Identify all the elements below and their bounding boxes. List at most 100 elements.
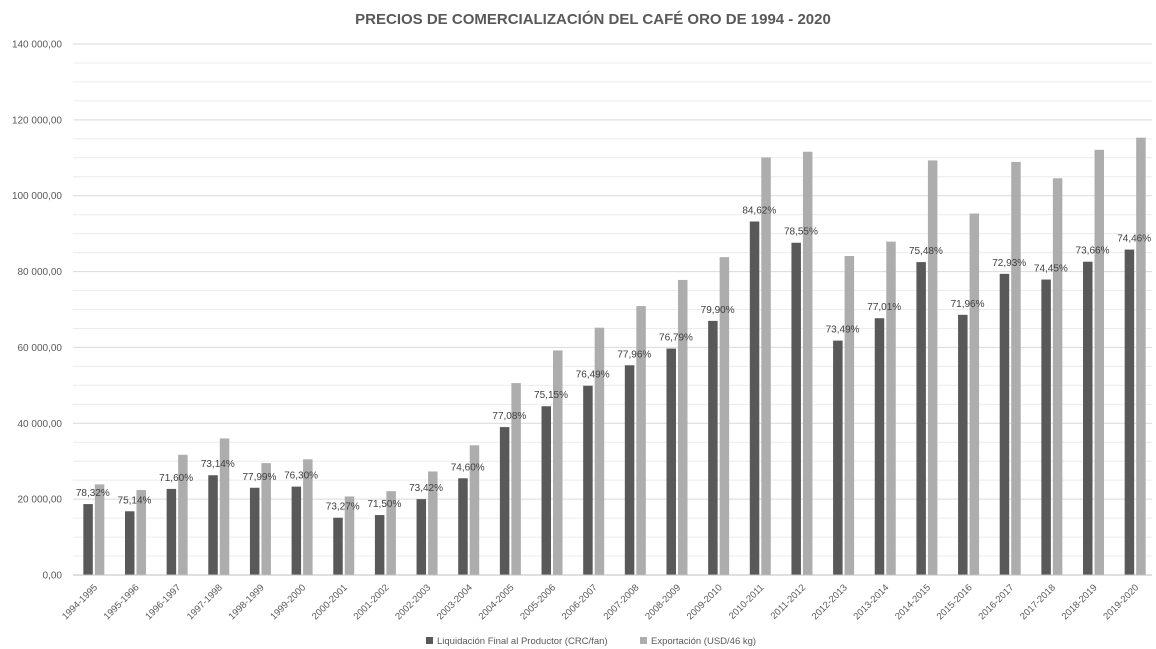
bar-liquidacion <box>124 511 135 575</box>
data-label: 79,90% <box>701 305 735 316</box>
bar-exportacion <box>1052 178 1063 575</box>
bar-exportacion <box>1136 137 1146 575</box>
bar-exportacion <box>594 327 605 575</box>
bar-exportacion <box>677 279 688 575</box>
legend-swatch-liquidacion <box>426 637 433 644</box>
bar-liquidacion <box>874 318 885 575</box>
bars <box>83 137 1146 576</box>
bar-exportacion <box>261 463 271 575</box>
bar-exportacion <box>719 257 730 575</box>
data-label: 84,62% <box>742 206 776 217</box>
x-tick-label: 2019-2020 <box>1101 582 1141 622</box>
x-tick-label: 2009-2010 <box>685 582 725 622</box>
legend-label-liquidacion: Liquidación Final al Productor (CRC/fan) <box>437 636 608 647</box>
gridlines <box>73 43 1152 576</box>
bar-exportacion <box>844 256 855 575</box>
bar-liquidacion <box>249 487 260 575</box>
x-tick-label: 2006-2007 <box>560 582 600 622</box>
bar-liquidacion <box>499 427 510 575</box>
bar-exportacion <box>469 445 480 575</box>
data-label: 77,99% <box>242 472 276 483</box>
bar-exportacion <box>1094 149 1105 575</box>
x-tick-label: 1999-2000 <box>268 582 308 622</box>
bar-liquidacion <box>833 340 843 575</box>
x-tick-label: 2000-2001 <box>310 582 350 622</box>
x-tick-label: 2007-2008 <box>602 582 642 622</box>
x-tick-label: 2017-2018 <box>1018 582 1058 622</box>
y-tick-label: 0,00 <box>43 571 63 582</box>
x-tick-label: 2002-2003 <box>393 582 433 622</box>
data-label: 77,01% <box>867 302 901 313</box>
bar-liquidacion <box>958 314 968 575</box>
x-tick-label: 2012-2013 <box>810 582 850 622</box>
bar-exportacion <box>178 454 188 575</box>
data-label: 75,48% <box>909 246 943 257</box>
y-tick-label: 140 000,00 <box>12 40 62 51</box>
data-labels: 78,32% 75,14% 71,60% 73,14% 77,99% 76,30% 73,2… <box>76 206 1151 513</box>
bar-liquidacion <box>624 365 635 575</box>
bar-liquidacion <box>999 273 1010 575</box>
x-tick-label: 2001-2002 <box>352 582 392 622</box>
bar-liquidacion <box>916 262 926 575</box>
data-label: 71,50% <box>367 499 401 510</box>
data-label: 72,93% <box>992 258 1026 269</box>
data-label: 78,32% <box>76 488 110 499</box>
data-label: 74,46% <box>1117 234 1151 245</box>
x-tick-label: 2011-2012 <box>769 582 808 621</box>
x-tick-label: 2004-2005 <box>477 582 517 622</box>
bar-exportacion <box>386 491 396 575</box>
bar-liquidacion <box>749 221 760 575</box>
bar-exportacion <box>802 151 813 575</box>
data-label: 75,14% <box>118 495 152 506</box>
bar-liquidacion <box>291 486 302 575</box>
bar-exportacion <box>1011 161 1021 575</box>
data-label: 75,15% <box>534 390 568 401</box>
bar-liquidacion <box>708 320 718 575</box>
bar-exportacion <box>428 471 438 575</box>
x-tick-label: 2005-2006 <box>518 582 558 622</box>
y-axis: 0,00 20 000,00 40 000,00 60 000,00 80 000,00… <box>12 40 62 582</box>
bar-liquidacion <box>416 499 427 575</box>
legend-swatch-exportacion <box>640 637 647 644</box>
bar-exportacion <box>219 438 230 575</box>
bar-exportacion <box>94 484 105 575</box>
bar-exportacion <box>886 241 896 576</box>
data-label: 77,96% <box>617 349 651 360</box>
x-tick-label: 1994-1995 <box>60 582 100 622</box>
bar-exportacion <box>344 496 355 575</box>
bar-exportacion <box>303 459 313 575</box>
bar-liquidacion <box>1041 279 1051 575</box>
bar-liquidacion <box>1083 261 1093 575</box>
bar-liquidacion <box>791 242 801 575</box>
legend-label-exportacion: Exportación (USD/46 kg) <box>651 636 756 647</box>
bar-liquidacion <box>333 517 343 575</box>
data-label: 73,66% <box>1076 246 1110 257</box>
data-label: 73,42% <box>409 483 443 494</box>
data-label: 77,08% <box>492 411 526 422</box>
x-tick-label: 1996-1997 <box>143 582 183 622</box>
x-tick-label: 2003-2004 <box>435 582 475 622</box>
bar-liquidacion <box>458 478 468 575</box>
data-label: 73,27% <box>326 502 360 513</box>
bar-liquidacion <box>541 406 552 575</box>
x-tick-label: 1998-1999 <box>227 582 267 622</box>
data-label: 73,14% <box>201 459 235 470</box>
data-label: 71,60% <box>159 473 193 484</box>
chart-title: PRECIOS DE COMERCIALIZACIÓN DEL CAFÉ ORO… <box>355 10 831 28</box>
x-tick-label: 2013-2014 <box>851 582 891 622</box>
x-tick-label: 1997-1998 <box>185 582 225 622</box>
y-tick-label: 80 000,00 <box>18 267 63 278</box>
x-tick-label: 2015-2016 <box>935 582 975 622</box>
x-tick-label: 2018-2019 <box>1060 582 1100 622</box>
data-label: 76,49% <box>576 370 610 381</box>
bar-exportacion <box>969 213 980 575</box>
bar-liquidacion <box>83 504 93 575</box>
y-tick-label: 20 000,00 <box>18 495 63 506</box>
x-axis: 1994-1995 1995-1996 1996-1997 1997-1998 1998… <box>60 574 1152 622</box>
bar-liquidacion <box>208 475 218 575</box>
x-tick-label: 2010-2011 <box>727 582 766 621</box>
y-tick-label: 40 000,00 <box>18 419 63 430</box>
data-label: 71,96% <box>951 299 985 310</box>
